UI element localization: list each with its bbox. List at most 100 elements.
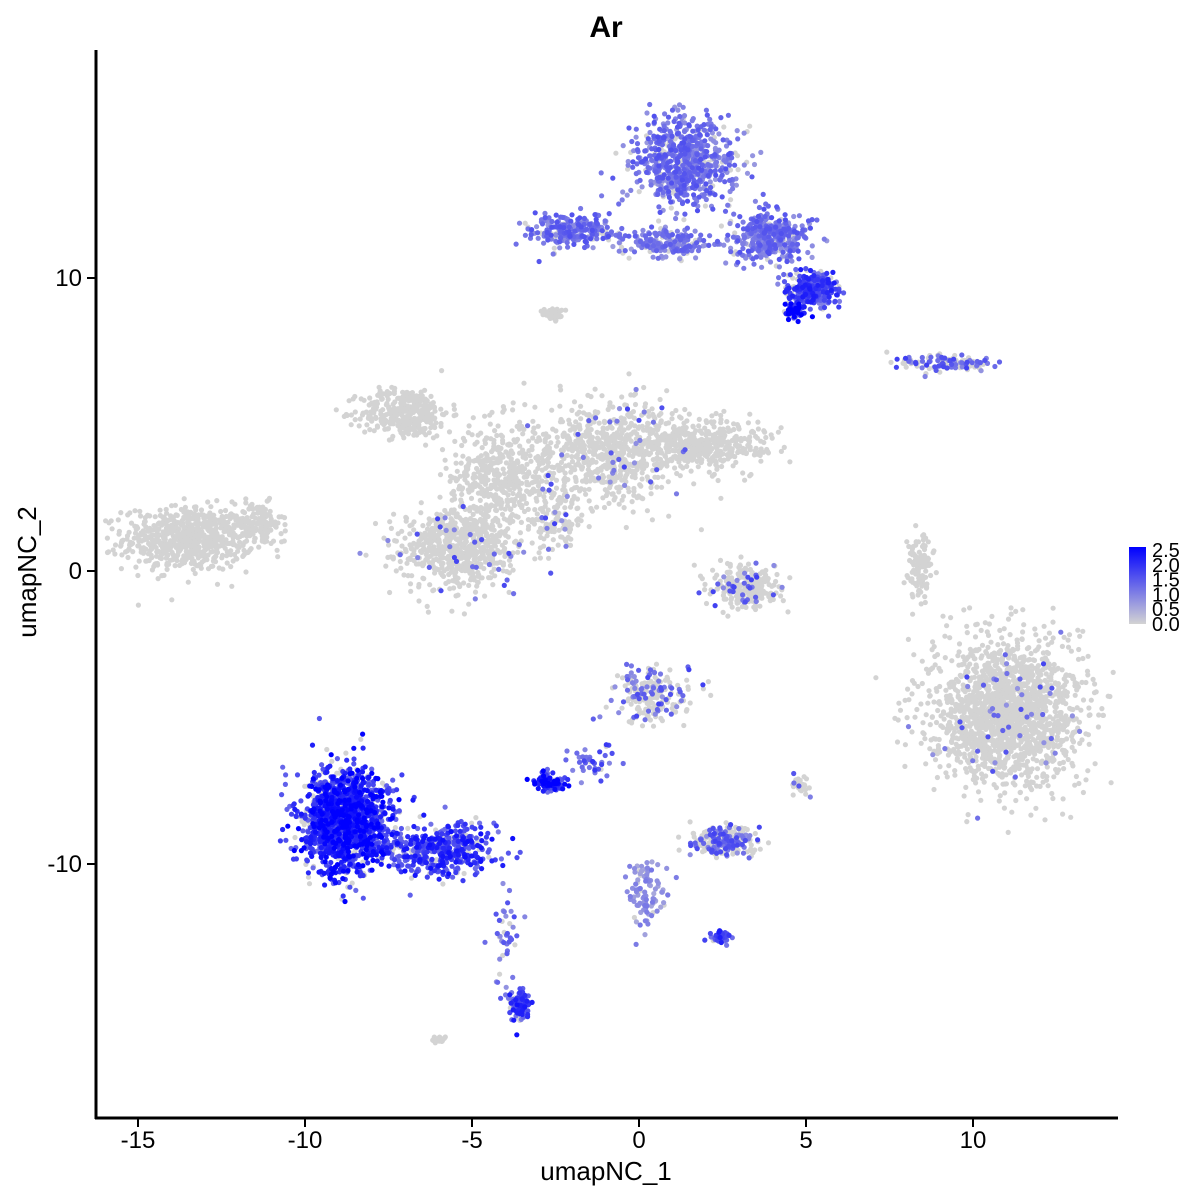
- cell-point: [198, 533, 204, 539]
- cell-point: [164, 562, 170, 568]
- cell-point: [356, 423, 362, 429]
- cell-point: [1079, 679, 1085, 686]
- cell-point: [160, 529, 166, 535]
- cell-point: [632, 423, 638, 429]
- cell-point: [449, 563, 455, 569]
- cell-point: [426, 544, 432, 551]
- cell-point: [585, 392, 591, 398]
- cell-point: [637, 482, 643, 488]
- cell-point: [925, 700, 931, 706]
- cell-point: [359, 412, 366, 418]
- cell-point: [416, 598, 422, 604]
- cell-point: [543, 448, 549, 454]
- cell-point: [404, 560, 410, 566]
- cell-point: [428, 417, 434, 423]
- cell-point: [209, 527, 215, 533]
- cell-point: [942, 655, 948, 661]
- cell-point: [162, 536, 168, 543]
- cell-point: [583, 476, 589, 482]
- cell-point: [416, 581, 422, 588]
- cell-point: [738, 554, 744, 560]
- cell-point: [393, 568, 399, 574]
- cell-point: [446, 571, 452, 578]
- cell-point: [693, 428, 699, 434]
- cell-point: [362, 429, 368, 435]
- cell-point: [426, 516, 432, 522]
- cell-point: [346, 398, 352, 404]
- cell-point: [646, 451, 652, 458]
- cell-point: [494, 432, 500, 439]
- cell-point: [137, 513, 144, 519]
- cell-point: [475, 569, 481, 575]
- cell-point: [115, 517, 121, 523]
- cell-point: [757, 603, 763, 609]
- cell-point: [719, 442, 725, 448]
- cell-point: [550, 426, 556, 432]
- cell-point: [202, 518, 208, 525]
- cell-point: [352, 409, 358, 415]
- cell-point: [477, 497, 483, 503]
- cell-point: [390, 421, 396, 427]
- cell-point: [524, 461, 530, 467]
- cell-point: [609, 425, 615, 431]
- cell-point: [535, 423, 541, 429]
- cell-point: [491, 566, 497, 572]
- cell-point: [222, 507, 229, 514]
- cell-point: [443, 465, 449, 471]
- scatter-points: [103, 101, 1116, 1046]
- cell-point: [453, 545, 459, 551]
- cell-point: [263, 531, 269, 538]
- cell-point: [137, 508, 143, 514]
- cell-point: [223, 537, 229, 543]
- cell-point: [620, 493, 627, 499]
- cell-point: [567, 542, 574, 549]
- cell-point: [904, 539, 910, 545]
- cell-point: [169, 503, 175, 509]
- cell-point: [443, 580, 449, 587]
- cell-point: [931, 786, 937, 793]
- cell-point: [562, 479, 568, 485]
- cell-point: [1059, 643, 1065, 650]
- cell-point: [932, 653, 938, 660]
- cell-point: [639, 476, 645, 482]
- cell-point: [492, 472, 498, 478]
- cell-point: [709, 420, 716, 427]
- cell-point: [999, 635, 1005, 641]
- cell-point: [720, 458, 726, 464]
- cell-point: [119, 552, 125, 558]
- cell-point: [642, 401, 649, 407]
- cell-point: [450, 578, 456, 584]
- cell-point: [562, 505, 568, 511]
- cell-point: [333, 407, 339, 413]
- cell-point: [578, 464, 584, 470]
- cell-point: [618, 415, 624, 421]
- cell-point: [712, 575, 718, 581]
- cell-point: [371, 401, 377, 407]
- cell-point: [536, 474, 542, 480]
- cell-point: [172, 563, 178, 569]
- cell-point: [521, 494, 527, 500]
- cell-point: [1092, 681, 1098, 687]
- cell-point: [933, 570, 939, 576]
- cell-point: [158, 542, 164, 548]
- cell-point: [146, 528, 152, 534]
- cell-point: [458, 460, 464, 466]
- cell-point: [696, 416, 702, 422]
- cell-point: [1072, 692, 1078, 698]
- cell-point: [760, 576, 767, 582]
- cell-point: [409, 404, 415, 410]
- cell-point: [523, 455, 529, 461]
- cell-point: [778, 593, 784, 599]
- cell-point: [482, 528, 488, 534]
- cell-point: [424, 408, 430, 414]
- cell-point: [270, 538, 277, 544]
- cell-point: [219, 555, 225, 561]
- cell-point: [995, 642, 1001, 648]
- cell-point: [397, 558, 403, 565]
- cell-point: [507, 562, 513, 569]
- cell-point: [532, 507, 538, 513]
- cell-point: [394, 407, 400, 413]
- cell-point: [501, 480, 507, 486]
- cell-point: [232, 501, 238, 507]
- cell-point: [506, 589, 512, 596]
